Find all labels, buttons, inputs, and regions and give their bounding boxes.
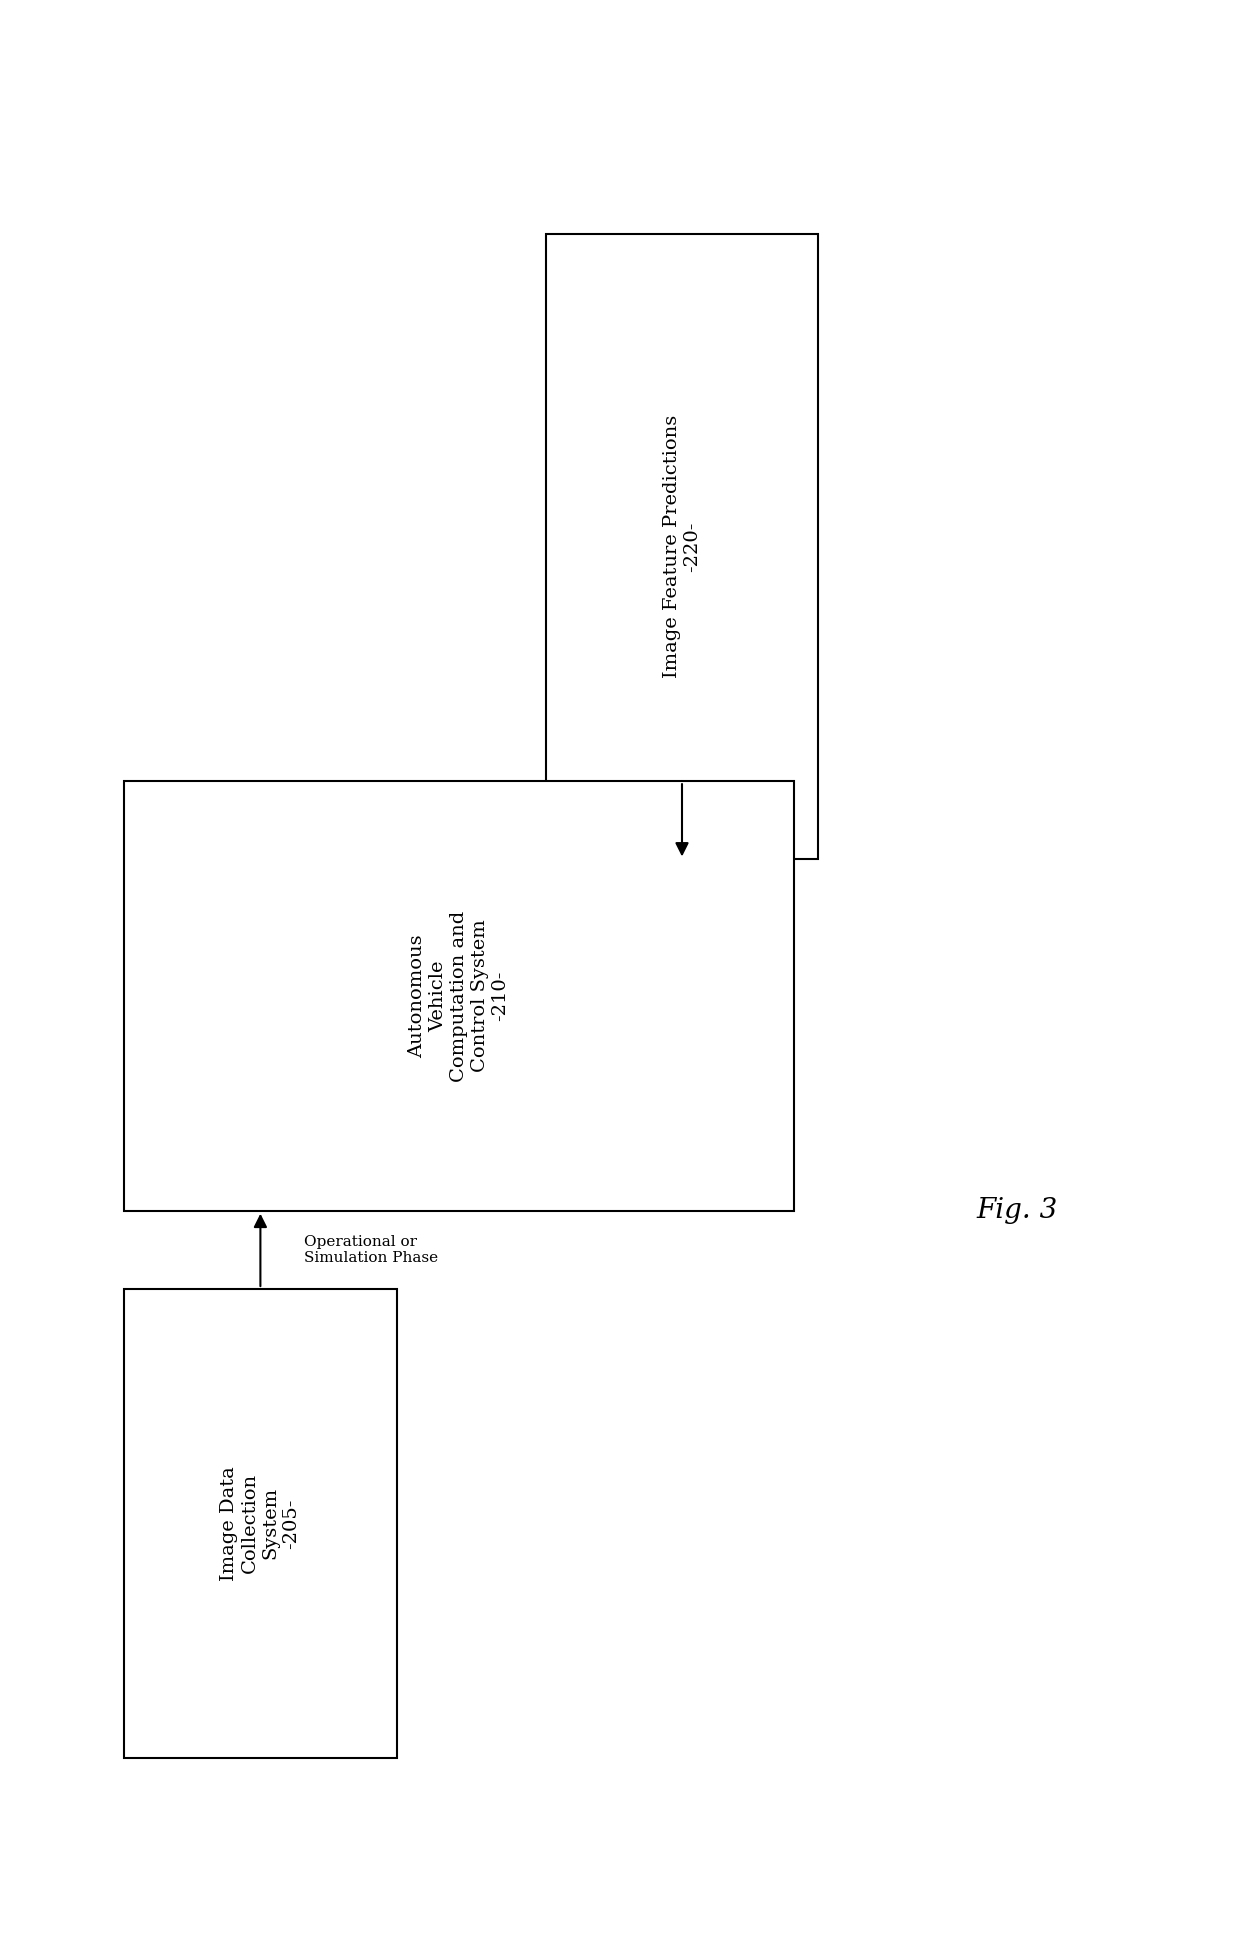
Text: Image Feature Predictions
-220-: Image Feature Predictions -220- [662,416,702,678]
Text: Autonomous
Vehicle
Computation and
Control System
-210-: Autonomous Vehicle Computation and Contr… [408,910,510,1082]
Bar [124,1289,397,1758]
Text: Fig. 3: Fig. 3 [976,1197,1058,1225]
Bar [124,781,794,1211]
Bar [546,234,818,859]
Text: Operational or
Simulation Phase: Operational or Simulation Phase [304,1234,438,1266]
Text: Image Data
Collection
System
-205-: Image Data Collection System -205- [221,1467,300,1580]
